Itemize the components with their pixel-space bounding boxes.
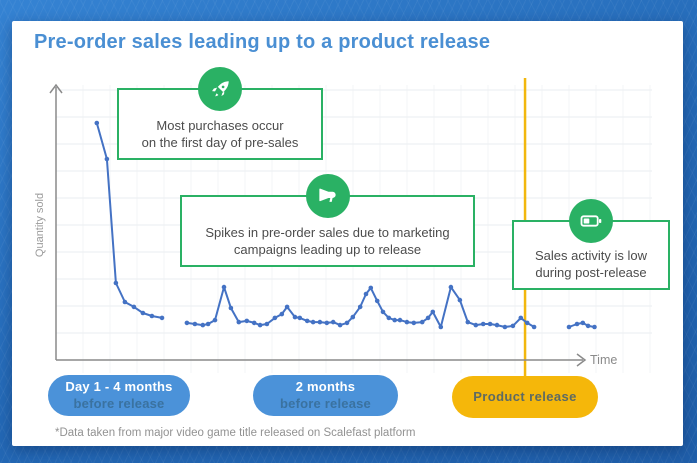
data-point [122, 299, 128, 305]
data-point [304, 318, 310, 324]
data-point [363, 291, 369, 297]
data-point [419, 319, 425, 325]
data-point [337, 322, 343, 328]
data-point [310, 319, 316, 325]
data-point [425, 315, 431, 321]
data-point [480, 321, 486, 327]
data-point [368, 285, 374, 291]
data-point [585, 323, 591, 329]
page-title: Pre-order sales leading up to a product … [34, 31, 491, 53]
data-point [272, 315, 278, 321]
data-point [357, 304, 363, 310]
callout-marketing-spikes: Spikes in pre-order sales due to marketi… [180, 174, 475, 267]
data-point [531, 324, 537, 330]
data-point [457, 297, 463, 303]
data-point [324, 320, 330, 326]
x-axis-arrow [576, 353, 587, 367]
data-point [244, 318, 250, 324]
data-point [192, 321, 198, 327]
timeline-pill-2months: 2 months before release [253, 375, 398, 416]
data-point [574, 321, 580, 327]
data-point [159, 315, 165, 321]
data-point [430, 309, 436, 315]
data-point [205, 321, 211, 327]
battery-badge [569, 199, 613, 243]
data-point [518, 315, 524, 321]
data-point [292, 314, 298, 320]
data-point [257, 322, 263, 328]
callout-text-line: Sales activity is low [535, 247, 647, 263]
data-point [251, 320, 257, 326]
infographic-card: Pre-order sales leading up to a product … [12, 21, 683, 446]
data-point [404, 319, 410, 325]
data-point [284, 304, 290, 310]
data-point [580, 320, 586, 326]
data-point [487, 321, 493, 327]
x-axis-label: Time [590, 353, 618, 367]
battery-low-icon [580, 215, 602, 227]
data-point [221, 284, 227, 290]
data-point [184, 320, 190, 326]
data-point [448, 284, 454, 290]
data-point [200, 322, 206, 328]
data-point [297, 315, 303, 321]
data-point [212, 317, 218, 323]
pill-sublabel: before release [73, 395, 165, 411]
timeline-pill-product-release: Product release [452, 376, 598, 418]
megaphone-badge [305, 174, 350, 218]
data-point [380, 309, 386, 315]
pill-sublabel: before release [280, 395, 371, 411]
y-axis-label: Quantity sold [34, 192, 46, 258]
callout-post-release: Sales activity is low during post-releas… [512, 199, 670, 290]
data-point [473, 322, 479, 328]
callout-text-line: during post-release [535, 265, 647, 281]
data-point [566, 324, 572, 330]
data-point [411, 320, 417, 326]
rocket-badge [198, 67, 242, 111]
data-point [113, 280, 119, 286]
data-point [236, 319, 242, 325]
megaphone-icon [319, 188, 336, 202]
data-point [344, 320, 350, 326]
data-point [392, 317, 398, 323]
data-point [510, 323, 516, 329]
data-point [140, 310, 146, 316]
data-point [264, 321, 270, 327]
callout-first-day-presales: Most purchases occur on the first day of… [117, 67, 323, 160]
callout-text-line: campaigns leading up to release [233, 242, 422, 258]
data-point [524, 320, 530, 326]
data-point [494, 322, 500, 328]
pill-label: Day 1 - 4 months [65, 378, 173, 394]
data-point [397, 317, 403, 323]
data-point [330, 319, 336, 325]
data-point [94, 120, 100, 126]
data-point [438, 324, 444, 330]
data-point [131, 304, 137, 310]
data-point [386, 315, 392, 321]
pill-label: Product release [473, 388, 577, 404]
data-point [592, 324, 597, 330]
data-point [279, 311, 285, 317]
data-point [149, 313, 155, 319]
callout-text-line: on the first day of pre-sales [141, 135, 299, 151]
data-point [104, 156, 110, 162]
data-point [228, 305, 234, 311]
y-axis-arrow [49, 83, 63, 94]
data-point [465, 319, 471, 325]
data-point [374, 298, 380, 304]
data-point [317, 319, 323, 325]
data-point [502, 324, 508, 330]
data-point [350, 314, 356, 320]
footnote: *Data taken from major video game title … [55, 427, 416, 439]
rocket-icon [211, 80, 229, 96]
callout-text-line: Most purchases occur [156, 117, 284, 133]
callout-text-line: Spikes in pre-order sales due to marketi… [205, 224, 450, 240]
timeline-pill-day1-4months: Day 1 - 4 months before release [48, 375, 190, 416]
pill-label: 2 months [295, 378, 356, 394]
